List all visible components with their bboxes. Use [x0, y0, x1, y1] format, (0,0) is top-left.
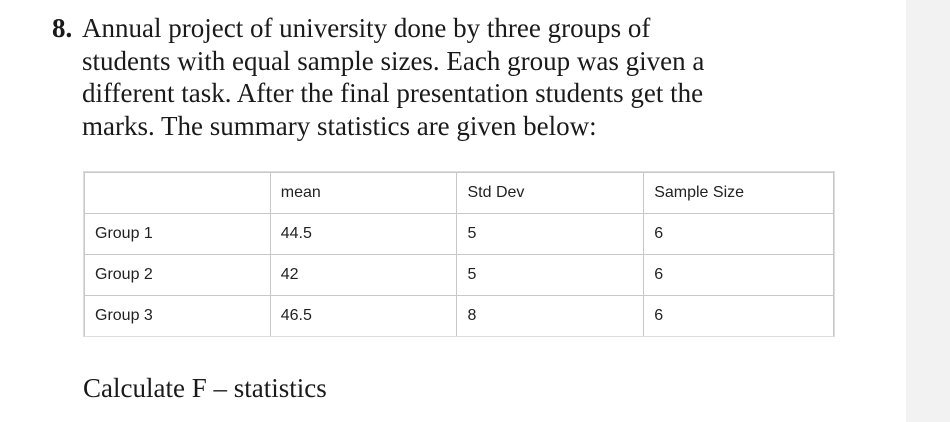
- question-text-line: different task. After the final presenta…: [82, 78, 704, 108]
- table-row: Group 1 44.5 5 6: [84, 213, 834, 255]
- std-dev-cell: 5: [456, 213, 645, 255]
- sample-size-cell: 6: [643, 213, 834, 255]
- question-block: 8. Annual project of university done by t…: [52, 12, 872, 142]
- header-cell-empty: [84, 172, 271, 214]
- header-cell-mean: mean: [269, 172, 458, 214]
- question-number: 8.: [52, 13, 73, 43]
- mean-cell: 46.5: [269, 295, 458, 337]
- question-text-line: students with equal sample sizes. Each g…: [82, 45, 705, 76]
- header-cell-std-dev: Std Dev: [456, 172, 645, 214]
- row-label-cell: Group 2: [84, 254, 271, 296]
- question-line-1: 8. Annual project of university done by t…: [52, 12, 872, 45]
- question-text-line: Annual project of university done by thr…: [82, 13, 651, 43]
- std-dev-cell: 8: [456, 295, 645, 337]
- question-text-line: marks. The summary statistics are given …: [82, 110, 597, 141]
- row-label-cell: Group 1: [84, 213, 271, 255]
- instruction-text: Calculate F – statistics: [83, 373, 327, 403]
- row-label-cell: Group 3: [84, 295, 271, 337]
- mean-cell: 42: [269, 254, 458, 296]
- std-dev-cell: 5: [456, 254, 645, 296]
- table-row: Group 3 46.5 8 6: [84, 295, 834, 337]
- header-cell-sample-size: Sample Size: [643, 172, 834, 214]
- mean-cell: 44.5: [269, 213, 458, 255]
- document-page: 8. Annual project of university done by t…: [52, 12, 872, 403]
- summary-statistics-table: mean Std Dev Sample Size Group 1 44.5 5 …: [84, 172, 834, 337]
- right-gutter: [906, 0, 950, 422]
- table-header-row: mean Std Dev Sample Size: [84, 172, 834, 214]
- table-row: Group 2 42 5 6: [84, 254, 834, 296]
- sample-size-cell: 6: [643, 295, 834, 337]
- sample-size-cell: 6: [643, 254, 834, 296]
